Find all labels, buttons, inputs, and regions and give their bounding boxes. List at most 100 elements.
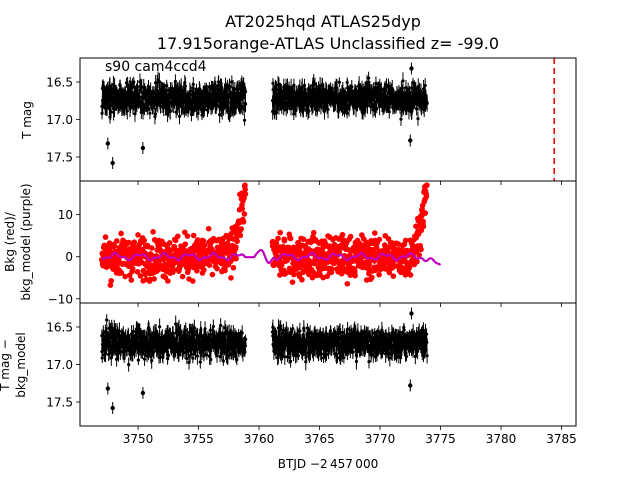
data-point [195,354,199,358]
data-point [425,101,429,106]
background-point [151,276,157,282]
data-point [215,354,219,358]
data-point [211,324,215,329]
data-point [191,82,195,86]
outlier-point [140,145,146,151]
background-point [352,272,358,279]
data-point [423,83,427,88]
background-panel: −10 0 10 Bkg (red)/ bkg_model (purple) [3,180,577,306]
background-point [118,270,125,276]
data-point [153,112,158,116]
background-point [200,237,207,244]
data-point [294,108,298,112]
background-point [418,246,424,253]
y-tick-label: 0 [65,250,73,264]
data-point [189,89,193,93]
data-point [284,83,288,87]
data-point [105,318,109,322]
background-point [222,267,228,274]
background-point [414,258,420,265]
background-point [310,229,317,236]
background-point [201,267,207,273]
data-point [109,110,113,114]
background-point [205,225,212,232]
background-panel-ylabel-line2: bkg_model (purple) [19,183,33,300]
background-point [241,211,248,217]
data-point [307,109,311,113]
data-point [220,86,224,91]
data-point [274,88,279,92]
background-point [420,223,427,230]
background-point [291,271,297,278]
background-point [170,267,177,273]
background-point [137,273,144,279]
background-point [228,275,234,281]
background-point [166,240,173,246]
data-point [243,102,248,106]
data-point [234,106,238,110]
background-point [128,277,135,283]
data-point [219,323,223,328]
background-point [407,272,414,278]
background-point [114,238,120,244]
data-point [136,358,140,362]
data-point [183,84,188,88]
magnitude-panel-ylabel: T mag [20,101,34,140]
background-point [347,233,354,240]
background-point [230,264,237,271]
background-point [122,273,128,280]
data-point [196,111,200,115]
background-point [376,236,383,243]
background-point [150,229,156,235]
background-point [376,271,382,278]
data-point [108,84,112,88]
data-point [275,107,279,111]
data-point [135,85,140,89]
background-point [131,239,138,245]
data-point [183,80,187,85]
data-point [283,94,287,99]
data-point [292,112,296,116]
data-point [198,360,202,364]
data-point [218,355,222,359]
data-point [125,109,129,113]
background-point [233,255,239,262]
y-tick-label: 16.5 [46,76,73,90]
background-point [420,218,426,225]
background-point [232,244,239,250]
background-point [148,245,155,251]
outlier-point [105,141,111,146]
background-point [281,237,288,244]
background-point [240,218,247,225]
data-point [399,117,403,121]
background-point [424,182,430,189]
y-tick-label: 17.5 [46,151,73,165]
data-point [165,88,169,92]
outlier-point [409,66,414,71]
y-tick-label: 10 [58,208,73,222]
background-point [108,277,114,284]
background-point [190,232,197,239]
data-point [218,113,222,117]
data-point [127,362,131,367]
background-point [134,269,141,275]
background-point [214,265,220,272]
data-point [148,111,152,115]
background-point [329,266,335,272]
background-point [371,230,378,236]
background-point [126,239,132,246]
data-point [152,350,156,354]
data-point [415,107,419,111]
data-point [401,79,405,83]
background-point [390,273,397,279]
data-point [343,90,347,94]
background-point [206,262,213,268]
background-point [339,231,346,238]
data-point [149,89,153,93]
background-point [224,240,231,246]
data-point [419,89,423,93]
background-point [129,265,136,272]
data-point [242,118,247,122]
background-point [111,243,117,249]
